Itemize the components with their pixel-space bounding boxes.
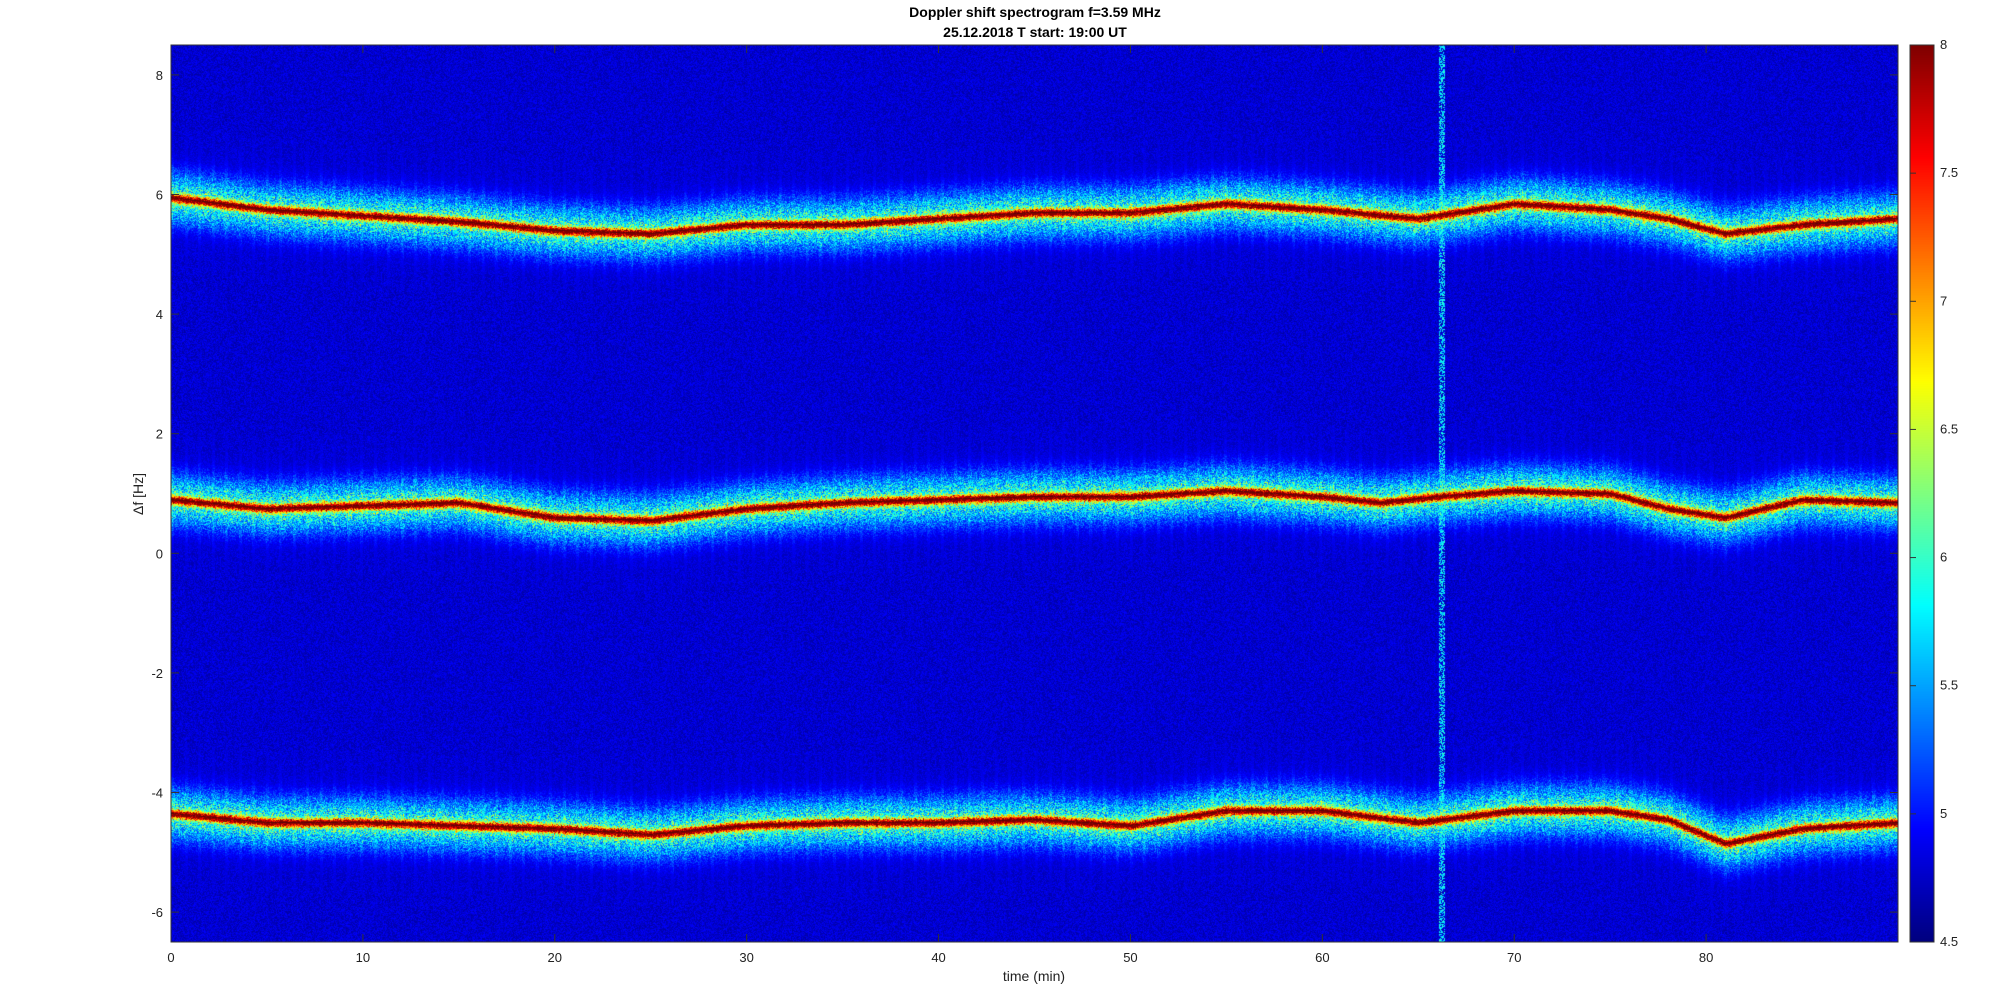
y-tick-label: -4 [151,786,163,801]
x-axis: 0 10 20 30 40 50 60 70 80 [167,45,1713,965]
trace-line-3 [170,810,1899,844]
colorbar-tick-label: 8 [1940,37,1947,52]
trace-lines [170,197,1899,844]
colorbar-tick-label: 4.5 [1940,934,1958,949]
colorbar-axis: 8 7.5 7 6.5 6 5.5 5 4.5 [1910,37,1958,949]
y-axis-label: Δf [Hz] [130,473,146,515]
colorbar-frame [1909,44,1935,943]
colorbar-tick-label: 7.5 [1940,165,1958,180]
colorbar-tick-label: 6.5 [1940,421,1958,436]
x-tick-label: 70 [1507,950,1521,965]
y-tick-label: 4 [156,307,163,322]
chart-title: Doppler shift spectrogram f=3.59 MHz [909,4,1161,20]
trace-line-2 [170,490,1899,521]
colorbar-gradient [1910,45,1934,942]
colorbar-tick-label: 6 [1940,550,1947,565]
y-tick-label: -2 [151,666,163,681]
plot-frame [170,44,1899,943]
x-tick-label: 10 [356,950,370,965]
colorbar-tick-label: 5 [1940,806,1947,821]
x-tick-label: 60 [1315,950,1329,965]
y-tick-label: 0 [156,546,163,561]
y-tick-label: 8 [156,68,163,83]
x-axis-label: time (min) [1003,968,1065,984]
y-tick-label: 2 [156,427,163,442]
trace-line-1 [170,197,1899,234]
spectrogram-image [171,45,1898,942]
x-tick-label: 40 [931,950,945,965]
colorbar-tick-label: 5.5 [1940,678,1958,693]
x-tick-label: 50 [1123,950,1137,965]
y-axis: 8 6 4 2 0 -2 -4 -6 [151,68,1898,920]
x-tick-label: 0 [167,950,174,965]
y-tick-label: 6 [156,188,163,203]
x-tick-label: 30 [739,950,753,965]
x-tick-label: 80 [1699,950,1713,965]
colorbar-tick-label: 7 [1940,293,1947,308]
y-tick-label: -6 [151,905,163,920]
chart-subtitle: 25.12.2018 T start: 19:00 UT [943,24,1127,40]
x-tick-label: 20 [548,950,562,965]
